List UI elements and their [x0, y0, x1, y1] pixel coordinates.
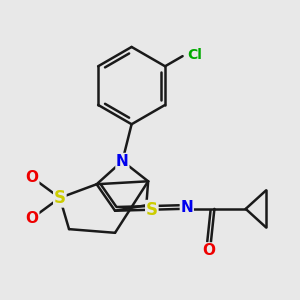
Text: N: N [116, 154, 129, 169]
Text: Cl: Cl [187, 48, 202, 62]
Text: N: N [180, 200, 193, 214]
Text: O: O [202, 243, 215, 258]
Text: O: O [26, 211, 39, 226]
Text: S: S [146, 201, 158, 219]
Text: O: O [26, 170, 39, 185]
Text: S: S [54, 189, 66, 207]
